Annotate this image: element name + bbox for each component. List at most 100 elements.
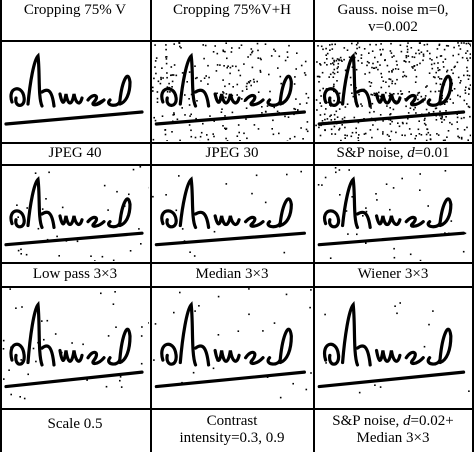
noise-dot	[338, 127, 341, 130]
noise-dot	[417, 92, 419, 94]
noise-dot	[271, 105, 274, 107]
noise-dot	[37, 341, 39, 344]
noise-dot	[282, 102, 284, 105]
noise-dot	[236, 94, 238, 96]
noise-dot	[396, 312, 398, 315]
noise-dot	[417, 49, 420, 51]
noise-dot	[382, 48, 384, 51]
signature-stroke	[4, 52, 144, 126]
noise-dot	[323, 113, 326, 116]
row0-label-1: Cropping 75%V+H	[172, 2, 292, 18]
noise-dot	[469, 84, 471, 86]
grid-line	[472, 0, 474, 452]
noise-dot	[385, 91, 387, 94]
noise-dot	[148, 322, 149, 324]
noise-dot	[277, 67, 279, 69]
noise-dot	[184, 94, 186, 96]
grid-line	[0, 142, 474, 144]
noise-dot	[336, 67, 339, 70]
noise-dot	[213, 135, 215, 138]
noise-dot	[235, 65, 237, 68]
noise-dot	[46, 319, 49, 322]
noise-dot	[444, 139, 446, 141]
noise-dot	[332, 71, 334, 74]
noise-dot	[300, 170, 302, 173]
noise-dot	[442, 139, 445, 141]
noise-dot	[404, 98, 406, 100]
noise-dot	[416, 64, 418, 66]
noise-dot	[193, 255, 196, 257]
noise-dot	[401, 177, 403, 180]
noise-dot	[427, 131, 430, 134]
noise-dot	[418, 133, 421, 135]
noise-dot	[132, 168, 135, 171]
noise-dot	[152, 86, 154, 89]
noise-dot	[259, 69, 262, 72]
noise-dot	[320, 45, 323, 48]
noise-dot	[194, 77, 197, 80]
noise-dot	[246, 82, 248, 85]
noise-dot	[190, 135, 193, 138]
noise-dot	[443, 103, 446, 105]
grid-line	[0, 262, 474, 264]
noise-dot	[413, 65, 416, 67]
noise-dot	[165, 194, 167, 196]
noise-dot	[15, 307, 17, 309]
noise-dot	[188, 104, 191, 106]
noise-dot	[119, 379, 121, 382]
noise-dot	[369, 43, 371, 46]
noise-dot	[333, 59, 335, 62]
noise-dot	[386, 105, 388, 107]
noise-dot	[153, 359, 155, 361]
row2-label-1: Median 3×3	[195, 266, 269, 282]
noise-dot	[320, 124, 322, 127]
noise-dot	[365, 242, 367, 244]
noise-dot	[422, 100, 424, 103]
noise-dot	[357, 139, 360, 141]
noise-dot	[448, 199, 450, 201]
noise-dot	[278, 55, 281, 58]
noise-dot	[388, 78, 390, 80]
noise-dot	[65, 240, 68, 242]
noise-dot	[324, 118, 326, 121]
noise-dot	[441, 116, 443, 118]
noise-dot	[328, 121, 330, 124]
noise-dot	[379, 114, 382, 116]
noise-dot	[290, 83, 293, 85]
noise-dot	[350, 84, 352, 86]
noise-dot	[443, 119, 446, 121]
noise-dot	[464, 92, 467, 94]
noise-dot	[268, 73, 270, 76]
noise-dot	[178, 42, 181, 44]
noise-dot	[365, 207, 367, 209]
noise-dot	[173, 311, 175, 314]
noise-dot	[353, 89, 356, 92]
noise-dot	[353, 116, 356, 119]
signature-image	[153, 288, 312, 399]
noise-dot	[437, 69, 440, 72]
noise-dot	[446, 101, 448, 103]
noise-dot	[295, 98, 297, 100]
noise-dot	[17, 216, 19, 218]
noise-dot	[164, 133, 167, 136]
noise-dot	[457, 42, 459, 44]
noise-dot	[436, 56, 438, 59]
noise-dot	[324, 129, 326, 131]
noise-dot	[341, 124, 343, 126]
noise-dot	[428, 111, 430, 114]
noise-dot	[259, 71, 262, 73]
noise-dot	[161, 67, 163, 69]
noise-dot	[444, 101, 447, 104]
noise-dot	[219, 96, 221, 99]
noise-dot	[256, 42, 259, 45]
noise-dot	[115, 326, 117, 328]
noise-dot	[355, 127, 357, 130]
noise-dot	[358, 46, 361, 49]
noise-dot	[391, 71, 393, 73]
noise-dot	[432, 310, 434, 312]
noise-dot	[184, 114, 186, 116]
noise-dot	[469, 53, 471, 55]
noise-dot	[437, 67, 439, 69]
noise-dot	[351, 131, 354, 134]
noise-dot	[451, 82, 453, 85]
